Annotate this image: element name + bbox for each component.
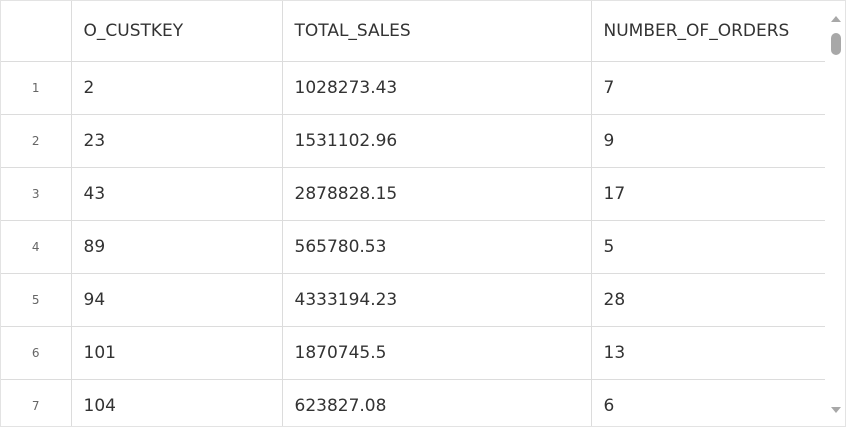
column-header-o-custkey[interactable]: O_CUSTKEY (71, 1, 283, 62)
cell-number-of-orders[interactable]: 9 (591, 114, 828, 168)
scrollbar-thumb[interactable] (831, 33, 841, 55)
chevron-up-icon[interactable] (831, 16, 841, 22)
cell-number-of-orders[interactable]: 17 (591, 167, 828, 221)
table-row[interactable]: 7 104 623827.08 6 (1, 379, 828, 426)
table-row[interactable]: 5 94 4333194.23 28 (1, 273, 828, 327)
vertical-scrollbar[interactable] (825, 1, 845, 426)
cell-total-sales[interactable]: 565780.53 (282, 220, 592, 274)
cell-o-custkey[interactable]: 94 (71, 273, 283, 327)
cell-total-sales[interactable]: 4333194.23 (282, 273, 592, 327)
header-row: O_CUSTKEY TOTAL_SALES NUMBER_OF_ORDERS (1, 1, 828, 62)
cell-number-of-orders[interactable]: 28 (591, 273, 828, 327)
table-row[interactable]: 1 2 1028273.43 7 (1, 61, 828, 115)
cell-o-custkey[interactable]: 104 (71, 379, 283, 426)
table-row[interactable]: 4 89 565780.53 5 (1, 220, 828, 274)
column-header-number-of-orders[interactable]: NUMBER_OF_ORDERS (591, 1, 828, 62)
cell-total-sales[interactable]: 2878828.15 (282, 167, 592, 221)
chevron-down-icon[interactable] (831, 407, 841, 413)
results-table: O_CUSTKEY TOTAL_SALES NUMBER_OF_ORDERS 1… (1, 1, 828, 426)
row-number: 6 (1, 326, 72, 380)
cell-number-of-orders[interactable]: 5 (591, 220, 828, 274)
cell-o-custkey[interactable]: 23 (71, 114, 283, 168)
cell-total-sales[interactable]: 1531102.96 (282, 114, 592, 168)
cell-o-custkey[interactable]: 101 (71, 326, 283, 380)
table-row[interactable]: 3 43 2878828.15 17 (1, 167, 828, 221)
table-row[interactable]: 2 23 1531102.96 9 (1, 114, 828, 168)
cell-number-of-orders[interactable]: 6 (591, 379, 828, 426)
cell-total-sales[interactable]: 1028273.43 (282, 61, 592, 115)
row-number: 1 (1, 61, 72, 115)
cell-number-of-orders[interactable]: 13 (591, 326, 828, 380)
column-header-total-sales[interactable]: TOTAL_SALES (282, 1, 592, 62)
cell-number-of-orders[interactable]: 7 (591, 61, 828, 115)
cell-total-sales[interactable]: 1870745.5 (282, 326, 592, 380)
cell-total-sales[interactable]: 623827.08 (282, 379, 592, 426)
cell-o-custkey[interactable]: 43 (71, 167, 283, 221)
row-number: 3 (1, 167, 72, 221)
cell-o-custkey[interactable]: 2 (71, 61, 283, 115)
cell-o-custkey[interactable]: 89 (71, 220, 283, 274)
row-number: 2 (1, 114, 72, 168)
row-number: 7 (1, 379, 72, 426)
table-row[interactable]: 6 101 1870745.5 13 (1, 326, 828, 380)
row-number: 4 (1, 220, 72, 274)
row-number-header (1, 1, 72, 62)
row-number: 5 (1, 273, 72, 327)
